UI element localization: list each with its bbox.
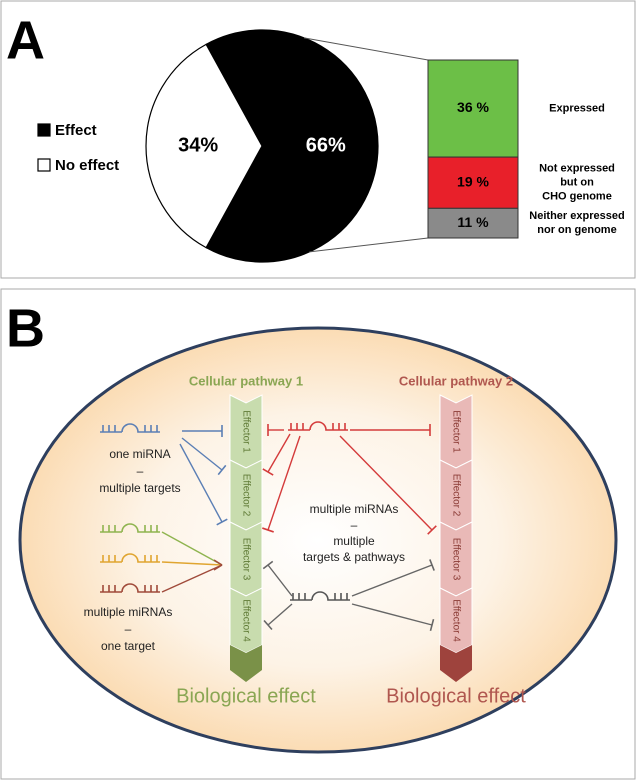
inhibition <box>339 435 433 531</box>
annotation: multiple miRNAs <box>310 502 399 516</box>
effector-label: Effector 1 <box>240 410 251 453</box>
category-label: CHO genome <box>542 191 612 203</box>
category-label: Neither expressed <box>529 210 624 222</box>
pie-slice <box>145 43 263 249</box>
pathway-title: Cellular pathway 1 <box>189 373 303 388</box>
pathway-tip <box>440 645 472 682</box>
inhibition-bar <box>216 518 228 526</box>
annotation: multiple miRNAs <box>84 605 173 619</box>
effector-label: Effector 3 <box>450 538 461 581</box>
connector <box>303 37 429 61</box>
inhibition-bar <box>262 527 274 533</box>
effector-label: Effector 2 <box>240 474 251 517</box>
arrow <box>161 531 223 566</box>
inhibition <box>351 603 433 626</box>
effector-label: Effector 1 <box>450 410 461 453</box>
legend-swatch <box>37 158 51 172</box>
annotation: – <box>137 464 144 478</box>
effector-label: Effector 2 <box>450 474 461 517</box>
inhibition <box>267 433 291 473</box>
inhibition <box>351 564 433 597</box>
annotation: targets & pathways <box>303 550 405 564</box>
pathway-tip <box>230 645 262 682</box>
cell <box>18 326 618 754</box>
annotation: multiple <box>333 534 375 548</box>
category-label: nor on genome <box>537 224 616 236</box>
pie-value-label: 34% <box>178 134 218 156</box>
effector-label: Effector 4 <box>240 599 251 642</box>
outcome-label: Biological effect <box>386 685 526 707</box>
inhibition-bar <box>429 618 435 632</box>
inhibition <box>267 435 301 531</box>
bar-segment <box>427 207 519 239</box>
legend-label: Effect <box>55 122 97 139</box>
annotation: one target <box>101 639 156 653</box>
effector-label: Effector 4 <box>450 599 461 642</box>
bar-segment <box>427 59 519 158</box>
bar-value-label: 11 % <box>457 214 489 230</box>
annotation: multiple targets <box>99 481 180 495</box>
legend-swatch <box>37 123 51 137</box>
category-label: Not expressed <box>539 163 615 175</box>
annotation: – <box>351 518 358 532</box>
annotation: – <box>125 622 132 636</box>
category-label: but on <box>560 177 594 189</box>
inhibition-bar <box>263 619 273 631</box>
bar-value-label: 19 % <box>457 173 489 189</box>
effector-label: Effector 3 <box>240 538 251 581</box>
pie-value-label: 66% <box>306 134 346 156</box>
inhibition <box>181 437 223 471</box>
pie-slice <box>205 29 379 263</box>
legend-label: No effect <box>55 157 119 174</box>
inhibition-bar <box>427 525 437 535</box>
inhibition <box>179 443 223 523</box>
connector <box>309 237 429 253</box>
outcome-label: Biological effect <box>176 685 316 707</box>
inhibition <box>267 564 293 597</box>
arrow <box>161 564 223 593</box>
annotation: one miRNA <box>109 447 170 461</box>
inhibition-bar <box>262 468 274 476</box>
inhibition-bar <box>429 559 435 571</box>
inhibition <box>267 603 293 626</box>
arrow-head <box>213 559 223 566</box>
bar-value-label: 36 % <box>457 99 489 115</box>
panel-label: B <box>6 298 45 358</box>
pathway-title: Cellular pathway 2 <box>399 373 513 388</box>
inhibition-bar <box>217 464 227 476</box>
category-label: Expressed <box>549 102 605 114</box>
bar-segment <box>427 156 519 209</box>
panel-label: A <box>6 10 45 70</box>
inhibition-bar <box>262 560 274 570</box>
arrow-head <box>213 564 223 571</box>
arrow <box>161 561 223 566</box>
